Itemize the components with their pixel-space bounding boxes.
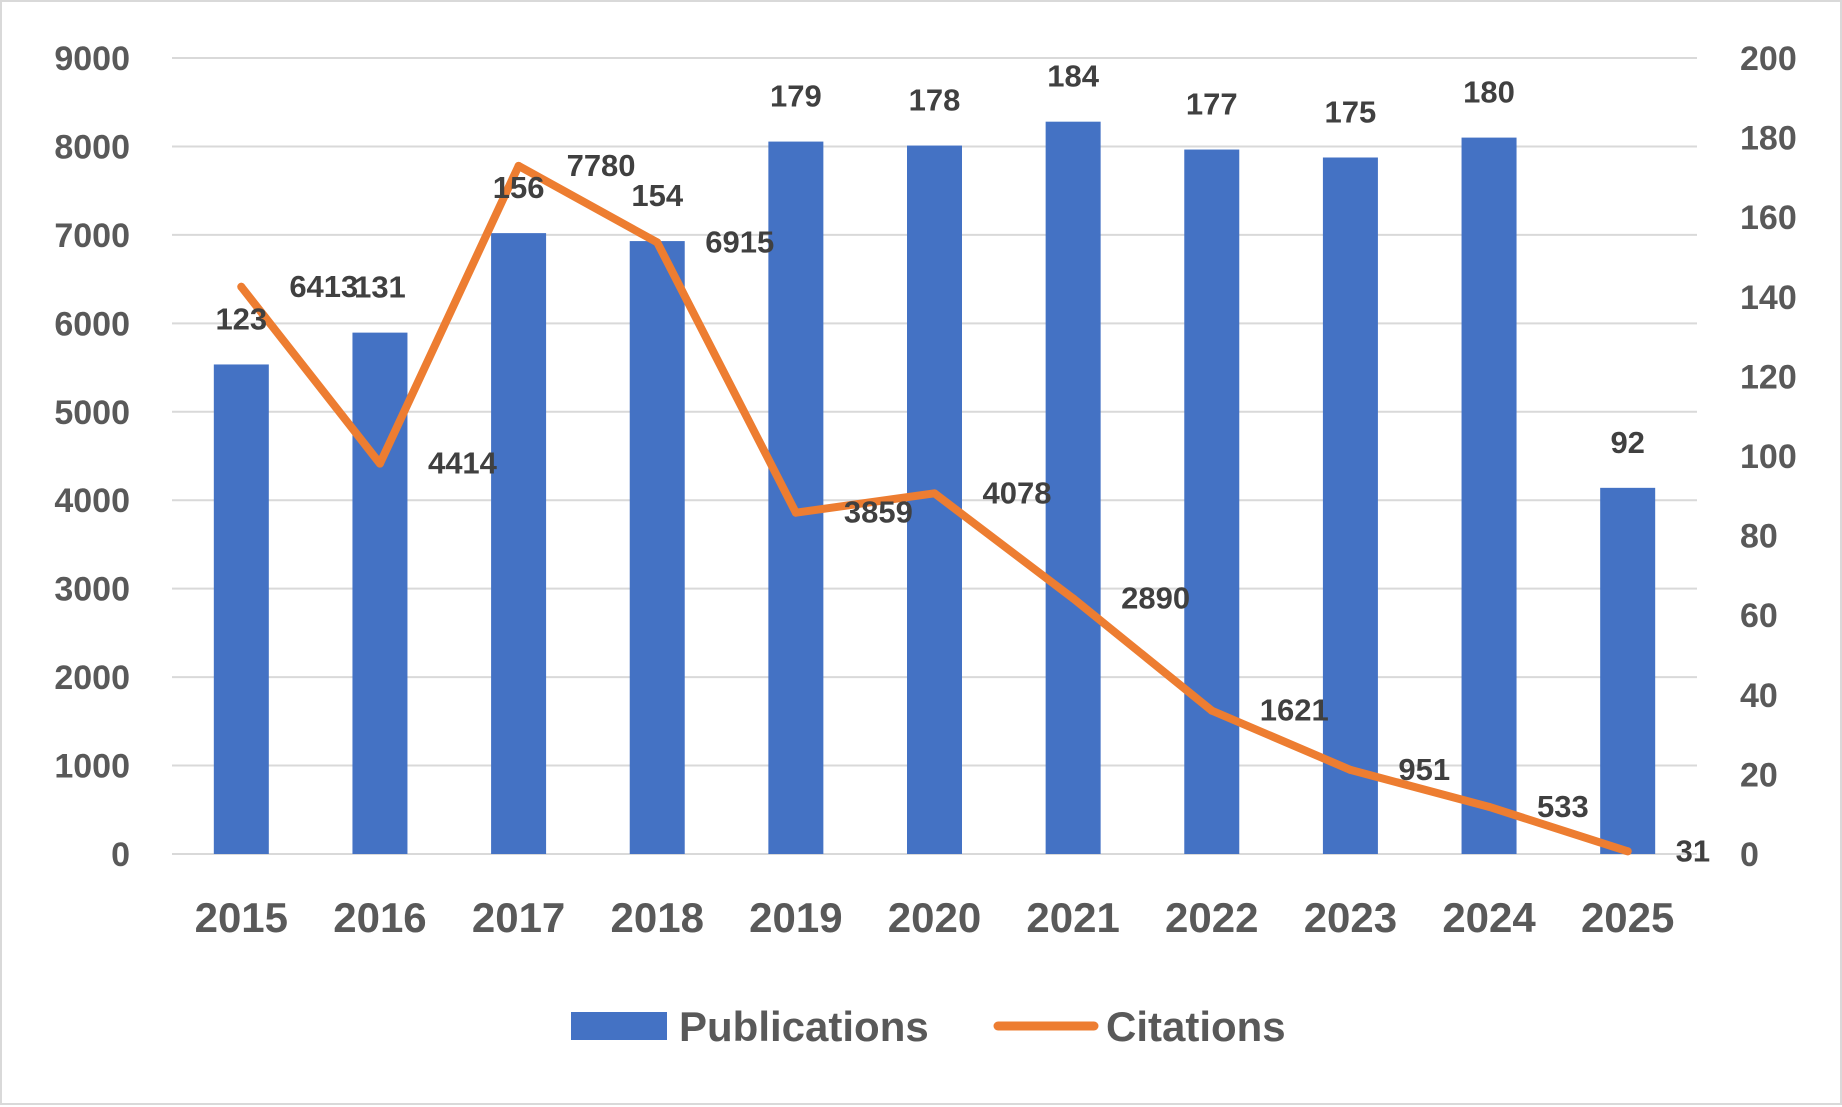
citations-data-label: 6413 <box>289 269 358 304</box>
x-axis-tick-label: 2020 <box>888 894 981 941</box>
right-axis-tick-label: 140 <box>1740 279 1797 317</box>
publications-bar[interactable] <box>352 332 408 854</box>
right-axis-tick-label: 180 <box>1740 120 1797 158</box>
right-axis-tick-label: 100 <box>1740 438 1797 476</box>
publications-bar[interactable] <box>1184 149 1240 855</box>
legend: Publications Citations <box>571 1003 1286 1050</box>
citations-data-label: 3859 <box>844 495 913 530</box>
citations-point[interactable] <box>514 161 523 170</box>
right-axis-tick-label: 60 <box>1740 597 1778 635</box>
citations-line-series <box>237 161 1632 856</box>
publications-data-label: 177 <box>1186 87 1238 122</box>
publications-data-label: 156 <box>493 170 545 205</box>
publications-bar[interactable] <box>491 233 547 854</box>
x-axis-tick-label: 2015 <box>195 894 288 941</box>
right-axis-tick-label: 200 <box>1740 40 1797 78</box>
publications-data-label: 178 <box>909 83 961 118</box>
x-axis: 2015 2016 2017 2018 2019 2020 2021 2022 2023 2024… <box>195 894 1675 941</box>
right-axis-tick-label: 120 <box>1740 358 1797 396</box>
citations-data-label: 31 <box>1676 833 1710 868</box>
x-axis-tick-label: 2024 <box>1442 894 1536 941</box>
citations-data-label: 4078 <box>983 475 1052 510</box>
citations-point[interactable] <box>653 238 662 247</box>
left-y-axis: 0 1000 2000 3000 4000 5000 6000 7000 8000 9000 <box>54 40 130 874</box>
citations-data-label: 2890 <box>1121 580 1190 615</box>
citations-point[interactable] <box>1623 847 1632 856</box>
x-axis-tick-label: 2019 <box>749 894 842 941</box>
citations-point[interactable] <box>237 282 246 291</box>
left-axis-tick-label: 6000 <box>54 305 130 343</box>
legend-publications-label: Publications <box>679 1003 929 1050</box>
citations-data-label: 951 <box>1398 752 1450 787</box>
publications-bars <box>213 121 1656 855</box>
legend-citations-label: Citations <box>1106 1003 1286 1050</box>
x-axis-tick-label: 2025 <box>1581 894 1674 941</box>
citations-point[interactable] <box>1485 802 1494 811</box>
right-axis-tick-label: 20 <box>1740 756 1778 794</box>
x-axis-tick-label: 2023 <box>1304 894 1397 941</box>
publications-bar[interactable] <box>1461 137 1517 855</box>
left-axis-tick-label: 1000 <box>54 748 130 786</box>
x-axis-tick-label: 2021 <box>1026 894 1119 941</box>
citations-point[interactable] <box>1346 765 1355 774</box>
citations-data-label: 7780 <box>567 148 636 183</box>
citations-data-labels: 6413 4414 7780 6915 3859 4078 2890 1621 951 533 31 <box>289 148 1710 868</box>
left-axis-tick-label: 9000 <box>54 40 130 78</box>
publications-bar[interactable] <box>213 364 269 854</box>
citations-point[interactable] <box>930 489 939 498</box>
publications-data-label: 123 <box>215 301 267 336</box>
publications-data-labels: 123 131 156 154 179 178 184 177 175 180 92 <box>215 59 1644 460</box>
publications-bar[interactable] <box>768 141 824 854</box>
citations-point[interactable] <box>791 508 800 517</box>
publications-data-label: 154 <box>631 178 683 213</box>
right-axis-tick-label: 160 <box>1740 199 1797 237</box>
publications-data-label: 179 <box>770 79 822 114</box>
publications-bar[interactable] <box>1322 157 1378 855</box>
right-axis-tick-label: 80 <box>1740 518 1778 556</box>
citations-data-label: 4414 <box>428 446 498 481</box>
citations-data-label: 1621 <box>1260 693 1329 728</box>
publications-data-label: 184 <box>1047 59 1099 94</box>
citations-point[interactable] <box>1069 594 1078 603</box>
citations-data-label: 533 <box>1537 789 1589 824</box>
publications-data-label: 131 <box>354 270 406 305</box>
publications-data-label: 180 <box>1463 75 1515 110</box>
publications-data-label: 92 <box>1610 425 1644 460</box>
x-axis-tick-label: 2022 <box>1165 894 1258 941</box>
right-y-axis: 0 20 40 60 80 100 120 140 160 180 200 <box>1740 40 1797 874</box>
x-axis-tick-label: 2018 <box>611 894 704 941</box>
left-axis-tick-label: 3000 <box>54 571 130 609</box>
x-axis-tick-label: 2016 <box>333 894 426 941</box>
right-axis-tick-label: 0 <box>1740 836 1759 874</box>
left-axis-tick-label: 7000 <box>54 217 130 255</box>
legend-publications-swatch <box>571 1012 667 1040</box>
publications-bar[interactable] <box>629 241 685 854</box>
left-axis-tick-label: 8000 <box>54 128 130 166</box>
citations-point[interactable] <box>1207 706 1216 715</box>
publications-bar[interactable] <box>1600 487 1656 854</box>
citations-data-label: 6915 <box>705 224 774 259</box>
publications-bar[interactable] <box>1045 121 1101 855</box>
left-axis-tick-label: 0 <box>111 836 130 874</box>
left-axis-tick-label: 4000 <box>54 482 130 520</box>
left-axis-tick-label: 2000 <box>54 659 130 697</box>
left-axis-tick-label: 5000 <box>54 394 130 432</box>
citations-point[interactable] <box>375 459 384 468</box>
x-axis-tick-label: 2017 <box>472 894 565 941</box>
publications-data-label: 175 <box>1325 95 1377 130</box>
right-axis-tick-label: 40 <box>1740 677 1778 715</box>
